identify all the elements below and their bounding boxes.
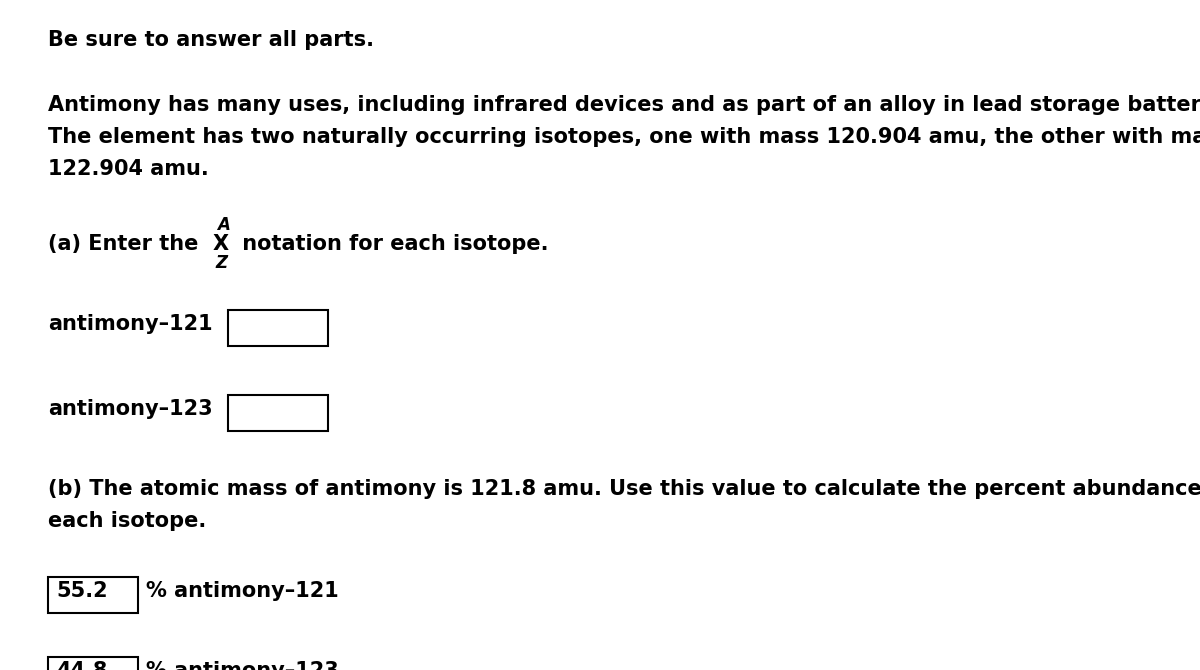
Text: The element has two naturally occurring isotopes, one with mass 120.904 amu, the: The element has two naturally occurring … bbox=[48, 127, 1200, 147]
Text: A: A bbox=[217, 216, 230, 234]
Text: (a) Enter the: (a) Enter the bbox=[48, 234, 198, 254]
Text: antimony–121: antimony–121 bbox=[48, 314, 212, 334]
Bar bbox=[228, 310, 328, 346]
Bar bbox=[48, 657, 138, 670]
Text: each isotope.: each isotope. bbox=[48, 511, 206, 531]
Text: notation for each isotope.: notation for each isotope. bbox=[235, 234, 548, 254]
Text: X: X bbox=[214, 234, 229, 254]
Bar bbox=[228, 395, 328, 431]
Text: % antimony–123: % antimony–123 bbox=[146, 661, 338, 670]
Bar bbox=[48, 577, 138, 613]
Text: 55.2: 55.2 bbox=[56, 581, 108, 601]
Text: 44.8: 44.8 bbox=[56, 661, 107, 670]
Text: Antimony has many uses, including infrared devices and as part of an alloy in le: Antimony has many uses, including infrar… bbox=[48, 95, 1200, 115]
Text: Be sure to answer all parts.: Be sure to answer all parts. bbox=[48, 30, 374, 50]
Text: % antimony–121: % antimony–121 bbox=[146, 581, 338, 601]
Text: 122.904 amu.: 122.904 amu. bbox=[48, 159, 209, 179]
Text: Z: Z bbox=[215, 254, 227, 272]
Text: (b) The atomic mass of antimony is 121.8 amu. Use this value to calculate the pe: (b) The atomic mass of antimony is 121.8… bbox=[48, 479, 1200, 499]
Text: antimony–123: antimony–123 bbox=[48, 399, 212, 419]
